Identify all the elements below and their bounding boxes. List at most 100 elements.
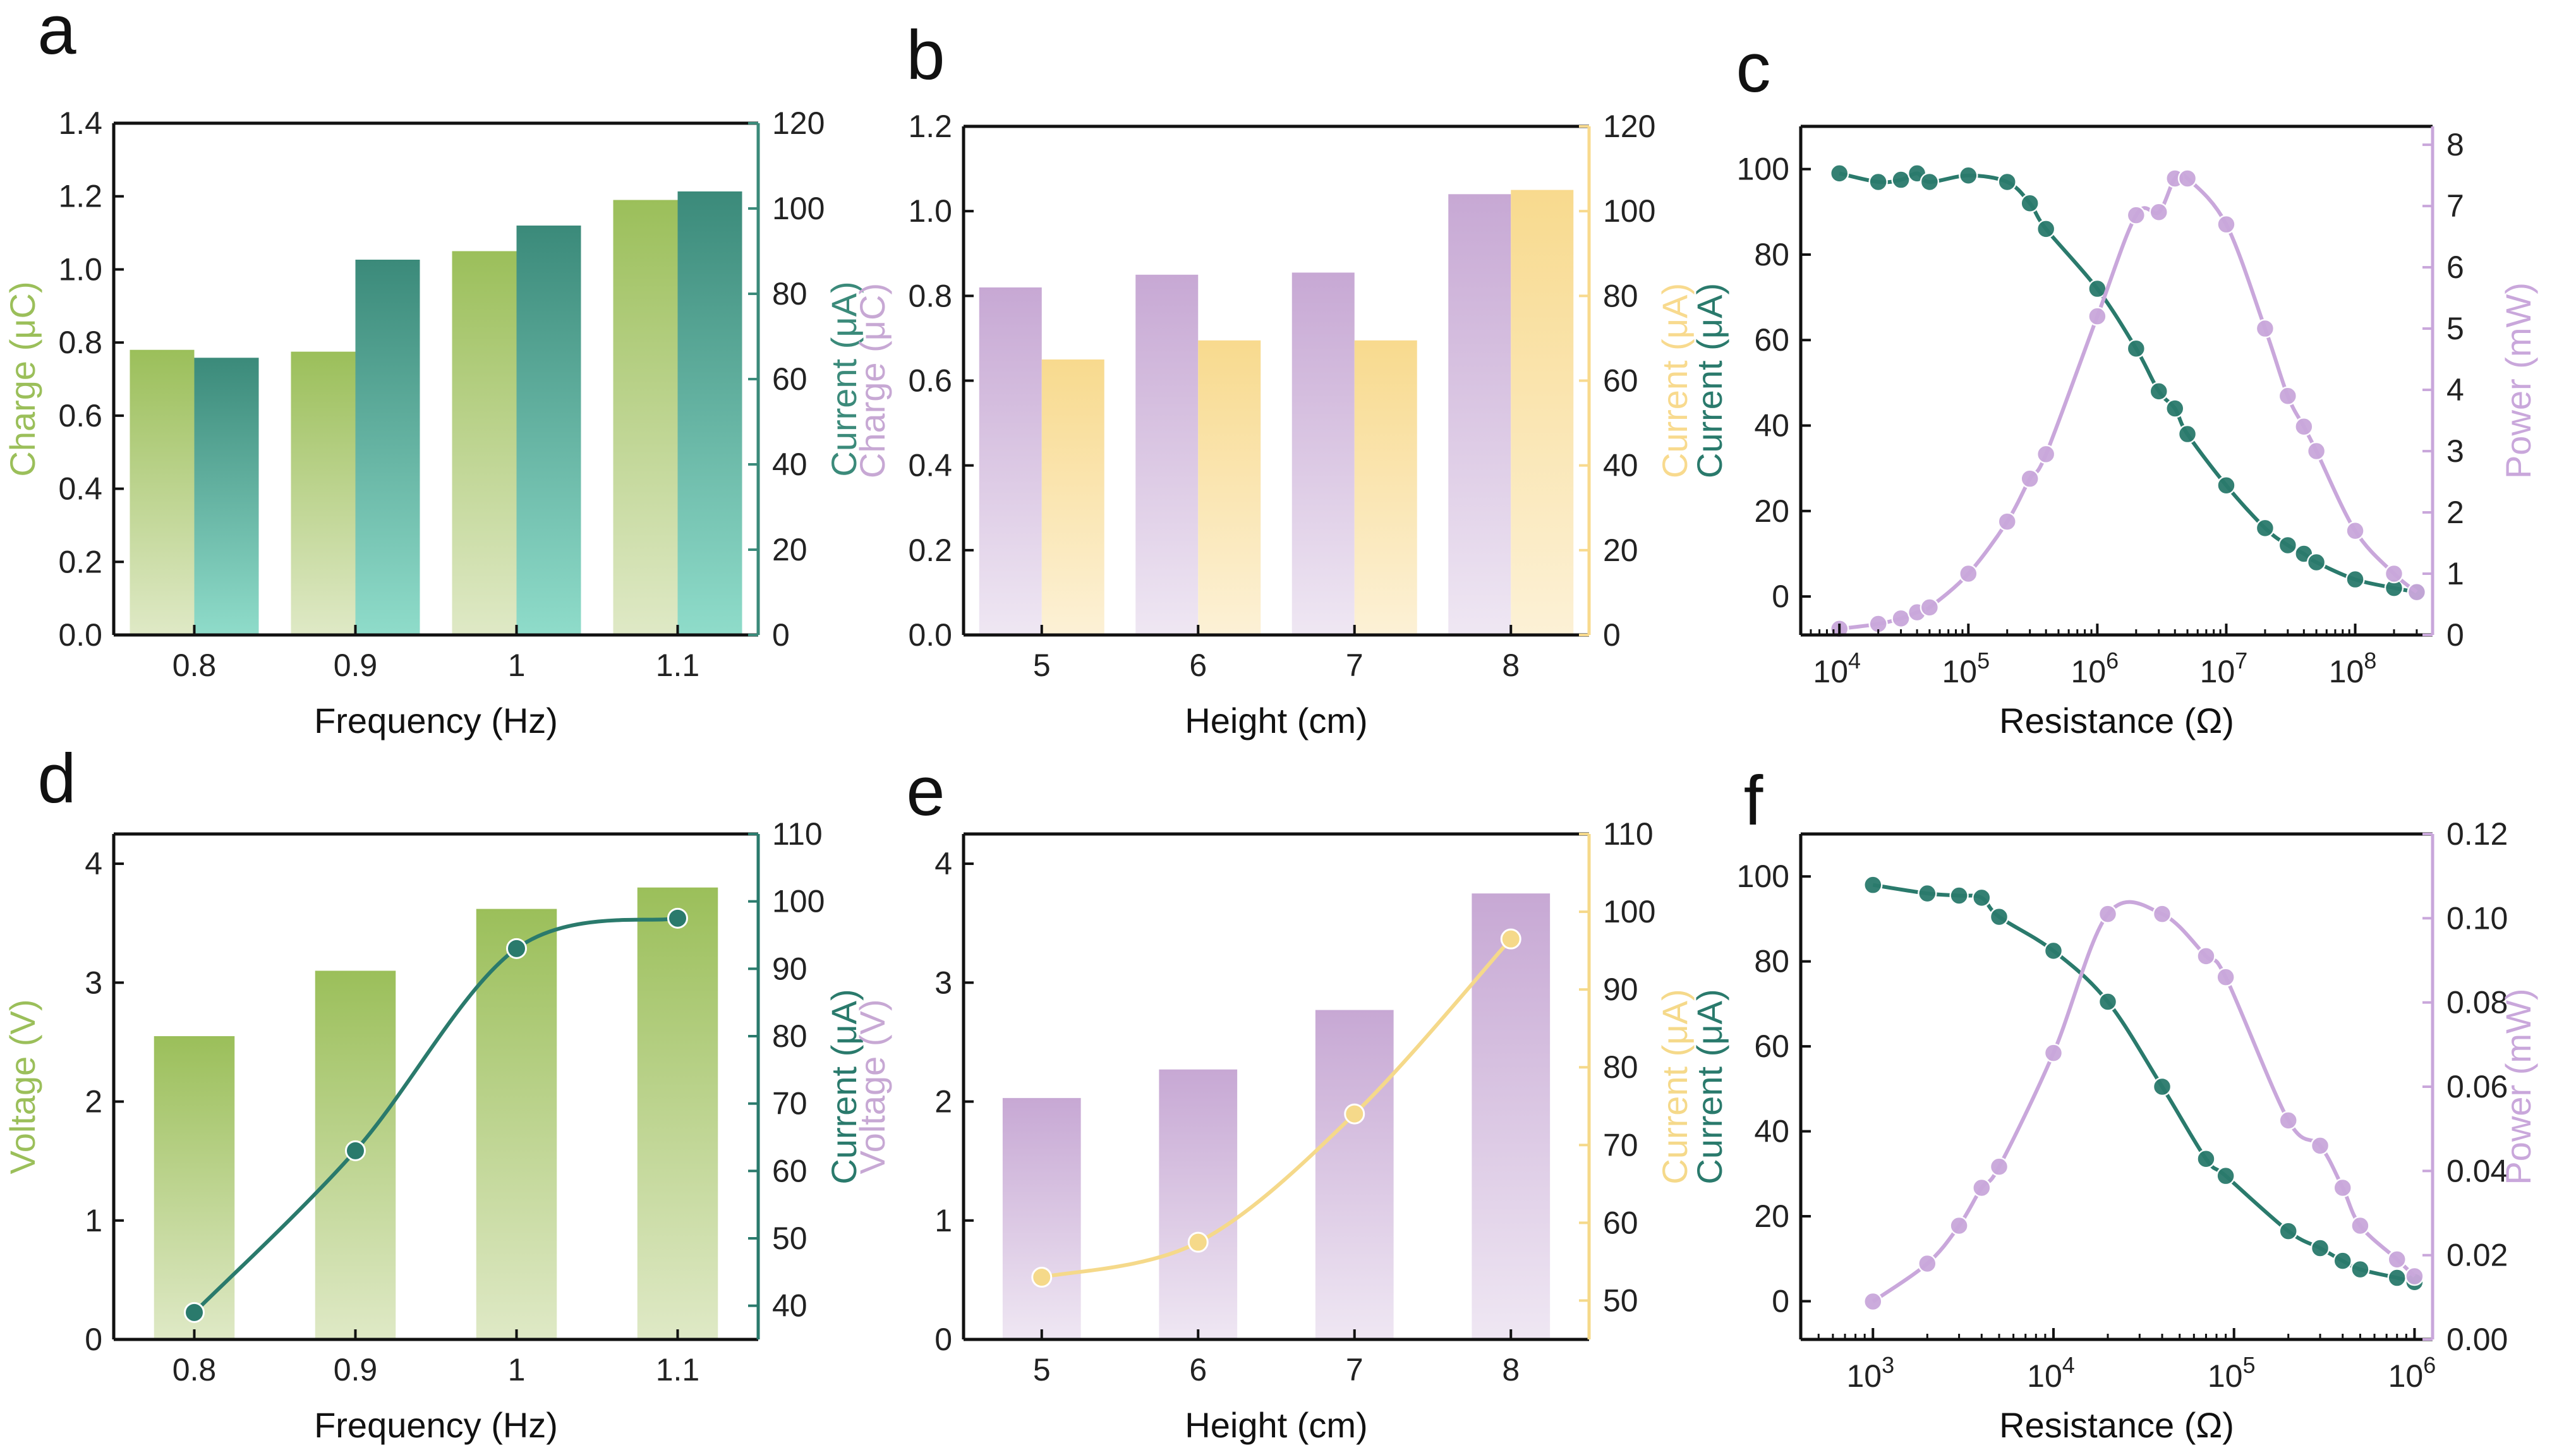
y-axis-title-left: Charge (μC) <box>852 283 892 478</box>
tick-label-right: 100 <box>772 884 825 919</box>
data-point-power <box>2149 202 2169 222</box>
bar-current <box>516 226 581 635</box>
tick-exponent: 4 <box>2062 1352 2075 1378</box>
tick-label-right: 0 <box>2446 617 2464 653</box>
tick-label-left: 0 <box>85 1322 102 1357</box>
tick-label-right: 60 <box>1603 363 1638 399</box>
data-point-current <box>184 1302 205 1323</box>
data-point-current <box>2216 475 2236 495</box>
tick-label-right: 6 <box>2446 250 2464 285</box>
tick-base: 10 <box>2329 654 2364 689</box>
category-label: 6 <box>1189 648 1207 683</box>
category-label: 0.8 <box>172 1352 217 1387</box>
tick-label-left: 20 <box>1754 493 1789 529</box>
data-point-power <box>2098 904 2118 924</box>
tick-label-right: 120 <box>772 106 825 141</box>
panel-a: a 0.0 0.2 0.4 0.6 0.8 1.0 1.2 1.4 0 20 40 60 80 100 120… <box>3 0 864 740</box>
tick-label-left: 0.0 <box>908 617 952 653</box>
series-line-power <box>1872 900 2416 1303</box>
tick-label-right: 7 <box>2446 188 2464 224</box>
tick-label-left: 60 <box>1754 1029 1789 1064</box>
data-point-power <box>2294 416 2314 437</box>
tick-label-left: 1 <box>934 1203 952 1238</box>
bar-charge <box>613 200 678 635</box>
y-axis-title-left: Current (μA) <box>1690 283 1729 478</box>
category-label: 8 <box>1502 648 1520 683</box>
data-point-power <box>1891 608 1911 629</box>
y-axis-title-right: Power (mW) <box>2498 988 2538 1185</box>
tick-base: 10 <box>2388 1358 2424 1394</box>
tick-label-right: 120 <box>1603 109 1655 144</box>
data-point-power <box>2278 386 2298 406</box>
category-label: 1 <box>508 648 526 683</box>
category-label: 5 <box>1033 648 1051 683</box>
category-label: 0.8 <box>172 648 217 683</box>
tick-label-right: 80 <box>1603 1049 1638 1085</box>
data-point-current <box>1187 1231 1209 1253</box>
data-point-current <box>2149 382 2169 401</box>
y-axis-title-left: Voltage (V) <box>852 999 892 1174</box>
tick-label-left: 3 <box>934 965 952 1000</box>
series-line-current <box>193 916 679 1314</box>
tick-label-right: 0.10 <box>2446 900 2508 936</box>
tick-base: 10 <box>2027 1358 2062 1394</box>
y-axis-title-right: Current (μA) <box>824 989 864 1184</box>
panel-letter: f <box>1744 762 1763 840</box>
tick-label-bottom: 105 <box>2208 1352 2256 1394</box>
tick-base: 10 <box>2208 1358 2243 1394</box>
data-point-current <box>2098 992 2118 1012</box>
tick-label-right: 100 <box>1603 894 1655 929</box>
bar-current <box>1511 190 1574 635</box>
tick-exponent: 3 <box>1882 1352 1894 1378</box>
panel-letter: e <box>906 752 945 830</box>
tick-label-left: 3 <box>85 965 102 1000</box>
data-point-power <box>1972 1178 1992 1198</box>
data-point-current <box>2333 1251 2352 1271</box>
data-point-power <box>2306 441 2326 461</box>
category-label: 1.1 <box>656 648 700 683</box>
data-point-current <box>2310 1238 2330 1258</box>
data-point-current <box>1989 907 2009 927</box>
tick-label-right: 60 <box>772 361 807 397</box>
bar-current <box>1354 340 1417 635</box>
tick-label-left: 0.8 <box>908 278 952 313</box>
tick-label-left: 0 <box>934 1322 952 1357</box>
bar-current <box>355 260 420 635</box>
tick-label-right: 0.06 <box>2446 1069 2508 1104</box>
tick-label-left: 0.4 <box>58 471 102 507</box>
tick-label-bottom: 104 <box>2027 1352 2075 1394</box>
data-point-current <box>2350 1259 2370 1279</box>
tick-label-left: 100 <box>1737 152 1789 187</box>
category-label: 5 <box>1033 1352 1051 1387</box>
tick-exponent: 5 <box>2243 1352 2256 1378</box>
tick-base: 10 <box>1813 654 1848 689</box>
tick-label-left: 100 <box>1737 859 1789 894</box>
panel-d: d 0 1 2 3 4 40 50 60 70 80 90 100 110 0.8 0.9 1 1.1 Freque… <box>3 740 864 1445</box>
tick-label-left: 0 <box>1772 1283 1789 1319</box>
bar-charge <box>452 251 517 635</box>
tick-label-right: 70 <box>1603 1127 1638 1163</box>
category-label: 7 <box>1346 1352 1364 1387</box>
bar-charge <box>979 287 1042 636</box>
tick-label-left: 2 <box>85 1084 102 1120</box>
data-point-power <box>2387 1250 2407 1269</box>
category-label: 1 <box>508 1352 526 1387</box>
bar-charge <box>1448 194 1511 635</box>
data-point-current <box>1829 164 1849 183</box>
tick-label-right: 0.08 <box>2446 985 2508 1020</box>
data-point-current <box>2036 219 2056 239</box>
data-point-power <box>2384 564 2404 584</box>
bar-voltage <box>476 909 557 1339</box>
tick-label-left: 1.0 <box>908 193 952 229</box>
panel-letter: b <box>906 16 945 94</box>
tick-label-right: 90 <box>772 951 807 986</box>
tick-label-left: 80 <box>1754 237 1789 272</box>
tick-label-right: 110 <box>1603 816 1654 852</box>
y-axis-title-right: Current (μA) <box>1655 283 1695 478</box>
tick-label-right: 80 <box>772 276 807 311</box>
bar-current <box>194 358 259 635</box>
y-axis-title-left: Voltage (V) <box>3 999 42 1174</box>
panel-letter: c <box>1736 29 1771 107</box>
tick-label-right: 20 <box>772 532 807 567</box>
